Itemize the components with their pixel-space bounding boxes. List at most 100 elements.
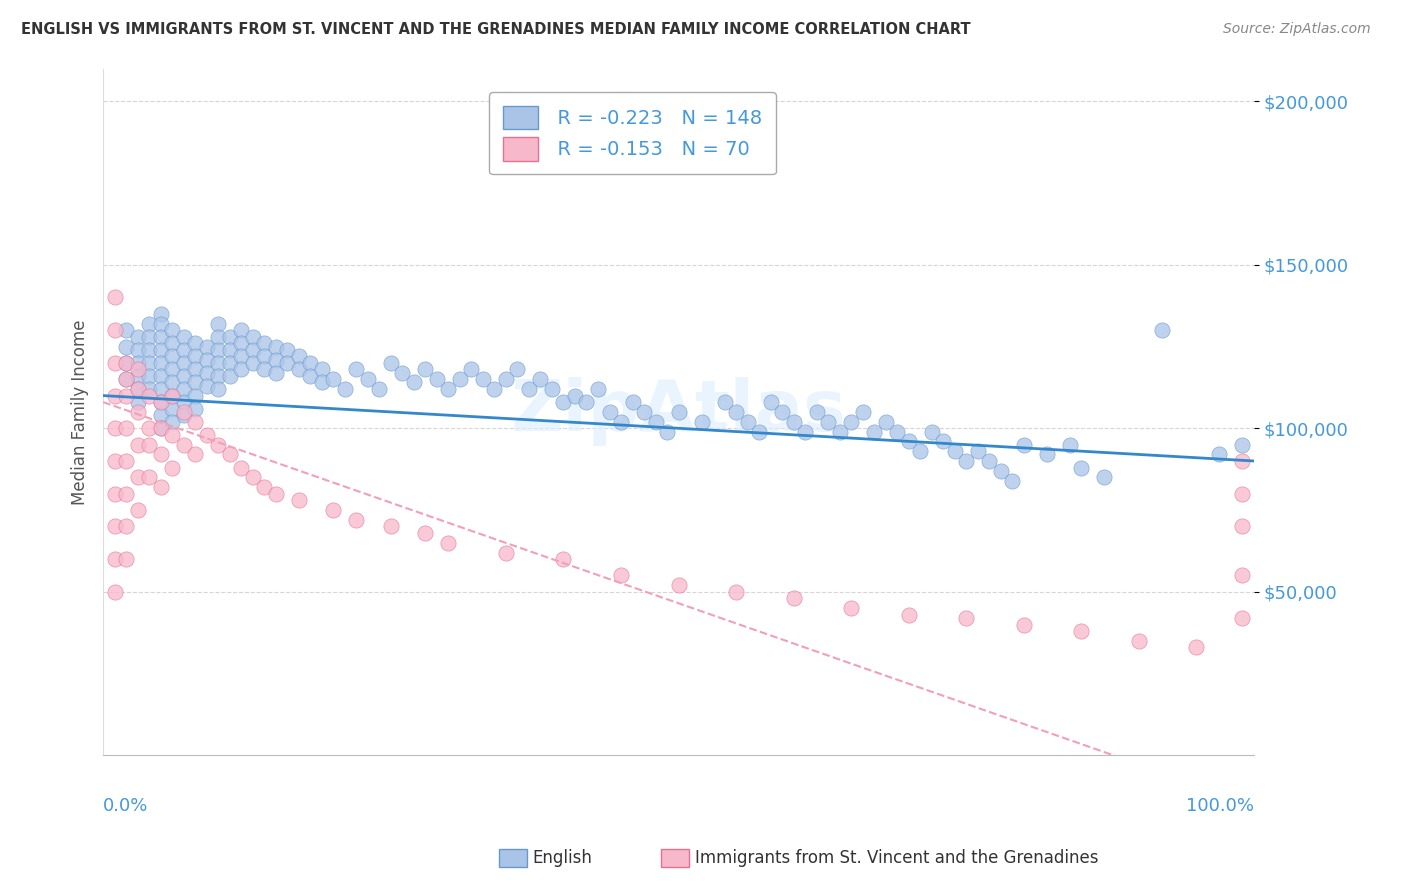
Point bbox=[149, 356, 172, 370]
Point bbox=[921, 425, 943, 439]
Point bbox=[149, 343, 172, 357]
Point bbox=[207, 343, 229, 357]
Point bbox=[127, 343, 149, 357]
Point bbox=[311, 376, 333, 390]
Point bbox=[218, 343, 240, 357]
Point bbox=[127, 329, 149, 343]
Point bbox=[644, 415, 666, 429]
Point bbox=[195, 366, 218, 380]
Point bbox=[231, 460, 253, 475]
Point bbox=[127, 356, 149, 370]
Point bbox=[138, 382, 160, 396]
Text: 0.0%: 0.0% bbox=[103, 797, 149, 814]
Point bbox=[380, 356, 402, 370]
Point bbox=[333, 382, 356, 396]
Point bbox=[184, 415, 207, 429]
Point bbox=[368, 382, 391, 396]
Point bbox=[782, 591, 804, 606]
Point bbox=[1185, 640, 1208, 655]
Point bbox=[184, 388, 207, 402]
Point bbox=[1012, 617, 1035, 632]
Point bbox=[495, 372, 517, 386]
Point bbox=[115, 519, 138, 533]
Point bbox=[138, 421, 160, 435]
Point bbox=[149, 408, 172, 422]
Point bbox=[437, 535, 460, 549]
Point bbox=[138, 470, 160, 484]
Point bbox=[553, 552, 575, 566]
Point bbox=[173, 368, 195, 383]
Point bbox=[1232, 611, 1254, 625]
Point bbox=[115, 421, 138, 435]
Point bbox=[127, 395, 149, 409]
Point bbox=[173, 382, 195, 396]
Point bbox=[138, 343, 160, 357]
Point bbox=[207, 356, 229, 370]
Point bbox=[184, 376, 207, 390]
Point bbox=[541, 382, 564, 396]
Point bbox=[218, 447, 240, 461]
Point bbox=[115, 372, 138, 386]
Point bbox=[160, 349, 183, 363]
Point bbox=[357, 372, 380, 386]
Point bbox=[195, 378, 218, 392]
Point bbox=[207, 329, 229, 343]
Point bbox=[391, 366, 413, 380]
Point bbox=[160, 388, 183, 402]
Point bbox=[897, 434, 920, 449]
Point bbox=[828, 425, 851, 439]
Point bbox=[299, 356, 322, 370]
Point bbox=[149, 395, 172, 409]
Point bbox=[207, 437, 229, 451]
Point bbox=[610, 568, 633, 582]
Point bbox=[115, 552, 138, 566]
Point bbox=[149, 395, 172, 409]
Point bbox=[104, 290, 127, 304]
Point bbox=[553, 395, 575, 409]
Point bbox=[748, 425, 770, 439]
Point bbox=[1232, 454, 1254, 468]
Legend:   R = -0.223   N = 148,   R = -0.153   N = 70: R = -0.223 N = 148, R = -0.153 N = 70 bbox=[489, 92, 776, 175]
Point bbox=[138, 356, 160, 370]
Point bbox=[138, 368, 160, 383]
Point bbox=[231, 362, 253, 376]
Point bbox=[344, 513, 367, 527]
Point bbox=[104, 552, 127, 566]
Point bbox=[138, 437, 160, 451]
Point bbox=[127, 382, 149, 396]
Point bbox=[460, 362, 482, 376]
Point bbox=[104, 388, 127, 402]
Point bbox=[863, 425, 886, 439]
Point bbox=[415, 525, 437, 540]
Point bbox=[437, 382, 460, 396]
Point bbox=[207, 382, 229, 396]
Point bbox=[115, 339, 138, 353]
Point bbox=[242, 329, 264, 343]
Text: ENGLISH VS IMMIGRANTS FROM ST. VINCENT AND THE GRENADINES MEDIAN FAMILY INCOME C: ENGLISH VS IMMIGRANTS FROM ST. VINCENT A… bbox=[21, 22, 970, 37]
Point bbox=[195, 427, 218, 442]
Point bbox=[149, 368, 172, 383]
Point bbox=[160, 362, 183, 376]
Point bbox=[1070, 624, 1092, 638]
Point bbox=[839, 601, 862, 615]
Point bbox=[794, 425, 817, 439]
Point bbox=[990, 464, 1012, 478]
Point bbox=[115, 356, 138, 370]
Point bbox=[184, 447, 207, 461]
Point bbox=[115, 388, 138, 402]
Point bbox=[160, 401, 183, 416]
Point bbox=[1001, 474, 1024, 488]
Point bbox=[979, 454, 1001, 468]
Point bbox=[610, 415, 633, 429]
Point bbox=[1059, 437, 1081, 451]
Text: Source: ZipAtlas.com: Source: ZipAtlas.com bbox=[1223, 22, 1371, 37]
Point bbox=[264, 352, 287, 367]
Point bbox=[127, 362, 149, 376]
Point bbox=[426, 372, 449, 386]
Point bbox=[104, 454, 127, 468]
Point bbox=[115, 356, 138, 370]
Point bbox=[471, 372, 494, 386]
Point bbox=[160, 415, 183, 429]
Text: Immigrants from St. Vincent and the Grenadines: Immigrants from St. Vincent and the Gren… bbox=[695, 849, 1098, 867]
Point bbox=[966, 444, 988, 458]
